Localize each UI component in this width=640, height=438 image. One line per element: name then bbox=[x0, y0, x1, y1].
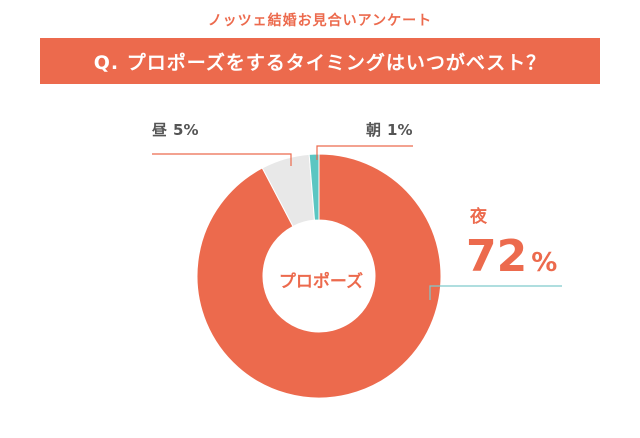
leader-line-noon bbox=[152, 153, 292, 166]
question-text: Q. プロポーズをするタイミングはいつがベスト？ bbox=[93, 51, 547, 74]
slice-label-night: 夜 bbox=[469, 206, 488, 227]
leader-line-night bbox=[429, 285, 562, 300]
slice-night bbox=[196, 153, 442, 399]
question-banner: Q. プロポーズをするタイミングはいつがベスト？ bbox=[40, 38, 600, 84]
leader-lines bbox=[152, 145, 562, 300]
slice-label-morning: 朝 1% bbox=[366, 121, 412, 139]
survey-subtitle: ノッツェ結婚お見合いアンケート bbox=[207, 13, 433, 29]
donut-center-label: プロポーズ bbox=[279, 271, 363, 292]
leader-line-morning bbox=[316, 145, 413, 160]
slice-value-night: 72% bbox=[466, 231, 557, 282]
slice-morning bbox=[308, 153, 320, 221]
donut-slices bbox=[196, 153, 442, 399]
slice-label-noon: 昼 5% bbox=[152, 121, 198, 139]
